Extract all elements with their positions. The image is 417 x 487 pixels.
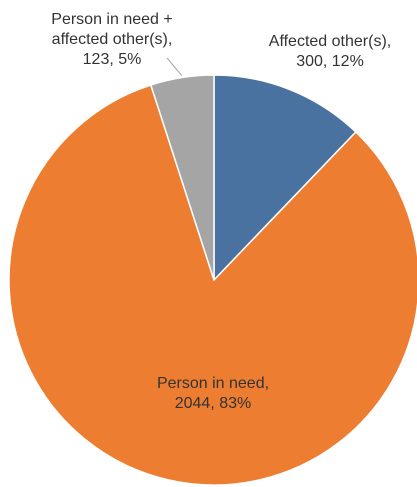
pie-slices [8,74,417,486]
slice-label-line: 2044, 83% [175,395,252,412]
slice-label-line: affected other(s), [52,31,173,48]
pie-slice-affected-other-s [213,74,357,282]
pie-slice-person-in-need [8,84,417,486]
slice-label: Person in need, 2044, 83% [157,375,269,412]
slice-label-line: Person in need, [157,375,269,392]
slice-label-line: 123, 5% [83,51,142,68]
leader-line [166,57,183,76]
slice-label: Person in need + affected other(s), 123, 5… [51,11,172,68]
slice-label-line: Affected other(s), [269,33,391,50]
pie-labels: Affected other(s), 300, 12% Person in need… [51,11,391,412]
slice-label-line: 300, 12% [296,53,364,70]
slice-label-line: Person in need + [51,11,172,28]
slice-label: Affected other(s), 300, 12% [269,33,391,70]
pie-slice-person-in-need-affected-other-s [149,74,215,281]
